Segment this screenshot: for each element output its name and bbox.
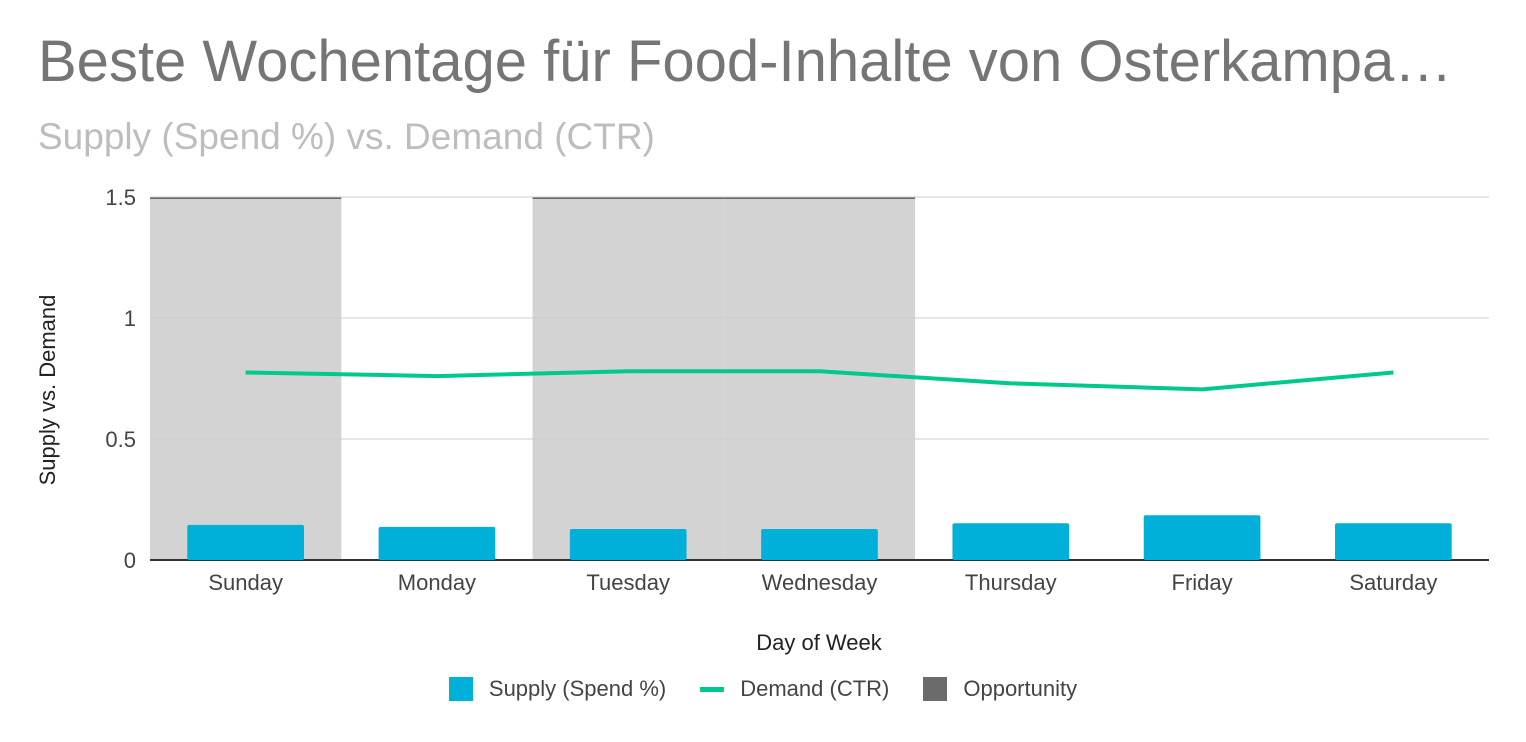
- x-tick-label: Sunday: [208, 570, 283, 595]
- supply-bar[interactable]: [761, 529, 878, 560]
- x-axis-label: Day of Week: [756, 630, 883, 655]
- legend-swatch-opportunity: [923, 677, 948, 701]
- legend-label-supply: Supply (Spend %): [488, 676, 667, 701]
- y-tick-label: 0.5: [105, 427, 136, 452]
- y-axis-label: Supply vs. Demand: [35, 295, 60, 486]
- supply-bar[interactable]: [1143, 515, 1261, 560]
- opportunity-layer: [150, 197, 916, 560]
- x-tick-label: Wednesday: [762, 570, 878, 595]
- chart-title: Beste Wochentage für Food-Inhalte von Os…: [38, 29, 1453, 94]
- legend-swatch-supply: [448, 677, 473, 701]
- chart-subtitle: Supply (Spend %) vs. Demand (CTR): [38, 116, 655, 157]
- x-tick-label: Monday: [398, 570, 476, 595]
- y-tick-label: 1: [124, 306, 136, 331]
- x-tick-label: Thursday: [965, 570, 1057, 595]
- legend-label-demand: Demand (CTR): [740, 676, 890, 701]
- opportunity-bar: [723, 197, 916, 560]
- demand-line-layer: [245, 369, 1394, 392]
- legend-item-demand[interactable]: Demand (CTR): [700, 676, 889, 702]
- legend-label-opportunity: Opportunity: [963, 676, 1078, 701]
- supply-bar[interactable]: [378, 526, 496, 560]
- opportunity-bar: [150, 197, 342, 560]
- supply-bar[interactable]: [952, 523, 1070, 560]
- legend-item-opportunity[interactable]: Opportunity: [923, 676, 1077, 702]
- supply-bar[interactable]: [1335, 523, 1452, 560]
- x-tick-label: Saturday: [1349, 570, 1437, 595]
- y-tick-label: 0: [124, 548, 136, 573]
- x-tick-label: Tuesday: [586, 570, 670, 595]
- y-tick-label: 1.5: [105, 185, 136, 210]
- legend-swatch-demand: [700, 686, 725, 692]
- x-tick-label: Friday: [1172, 570, 1233, 595]
- demand-line[interactable]: [245, 369, 1394, 392]
- supply-bar[interactable]: [569, 529, 687, 560]
- tick-layer: 0 0.5 1 1.5 Sunday Monday Tuesday Wednesday Thur…: [105, 185, 1437, 595]
- supply-bar[interactable]: [187, 524, 304, 560]
- legend: Supply (Spend %) Demand (CTR) Opportunit…: [0, 676, 1526, 702]
- opportunity-bar: [532, 197, 724, 560]
- supply-bar-layer: [187, 515, 1452, 560]
- legend-item-supply[interactable]: Supply (Spend %): [448, 676, 667, 702]
